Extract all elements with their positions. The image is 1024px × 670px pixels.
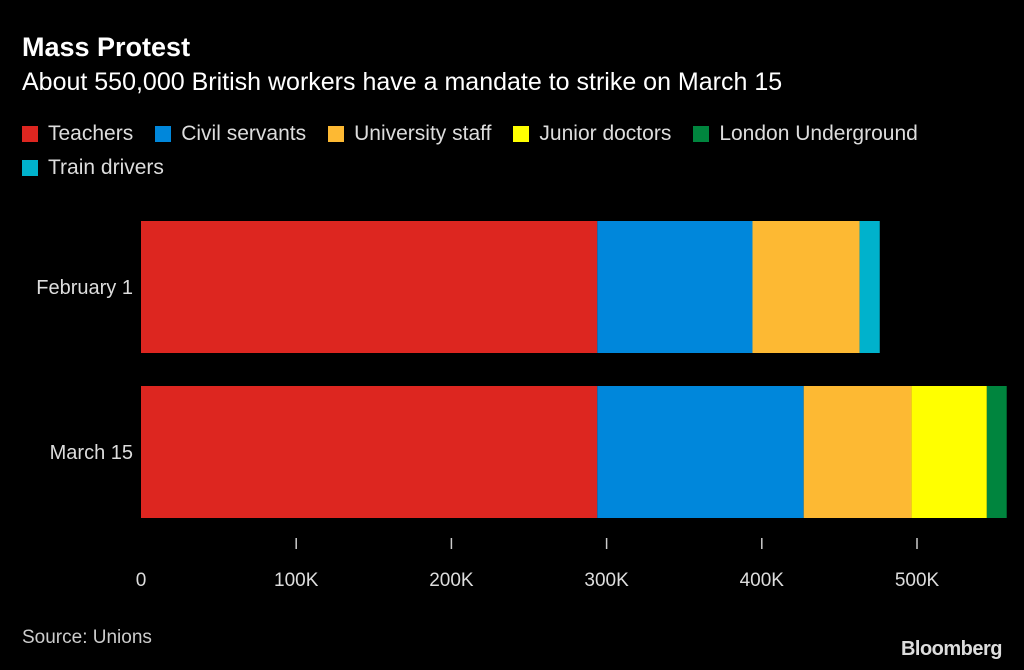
category-label: March 15: [50, 442, 133, 464]
bar-segment: [803, 386, 912, 518]
bar-segment: [141, 221, 598, 353]
legend-label: Junior doctors: [539, 122, 672, 145]
legend-swatch: [22, 160, 38, 176]
legend-swatch: [22, 126, 38, 142]
x-tick-label: 300K: [584, 570, 629, 591]
legend-item: University staff: [328, 122, 491, 146]
bar-segment: [597, 386, 804, 518]
legend-label: University staff: [354, 122, 492, 145]
legend-swatch: [155, 126, 172, 142]
source-note: Source: Unions: [22, 627, 152, 648]
bloomberg-logo: Bloomberg: [900, 638, 1003, 660]
bar-segment: [752, 221, 860, 353]
legend-item: London Underground: [693, 122, 918, 146]
legend-label: London Underground: [719, 122, 918, 145]
legend-label: Teachers: [48, 122, 134, 145]
legend-swatch: [513, 126, 530, 142]
chart-title: Mass Protest: [22, 32, 191, 62]
x-tick-label: 200K: [429, 570, 474, 591]
legend-item: Junior doctors: [513, 122, 671, 146]
legend-item: Teachers: [22, 122, 133, 146]
legend-swatch: [693, 126, 710, 142]
bar-segment: [859, 221, 880, 353]
legend-label: Train drivers: [48, 156, 164, 179]
legend-label: Civil servants: [181, 122, 307, 145]
chart-subtitle: About 550,000 British workers have a man…: [22, 68, 783, 96]
x-tick-label: 400K: [740, 570, 785, 591]
bar-segment: [141, 386, 598, 518]
bar-segment: [597, 221, 753, 353]
x-tick-label: 500K: [895, 570, 940, 591]
x-tick-label: 100K: [274, 570, 319, 591]
legend-swatch: [328, 126, 345, 142]
bar-segment: [911, 386, 987, 518]
bar-segment: [986, 386, 1007, 518]
legend: Teachers Civil servants University staff Ju…: [22, 122, 1012, 180]
category-label: February 1: [36, 277, 133, 299]
legend-item: Civil servants: [155, 122, 306, 146]
legend-item: Train drivers: [22, 156, 164, 180]
x-tick-label: 0: [136, 570, 147, 591]
